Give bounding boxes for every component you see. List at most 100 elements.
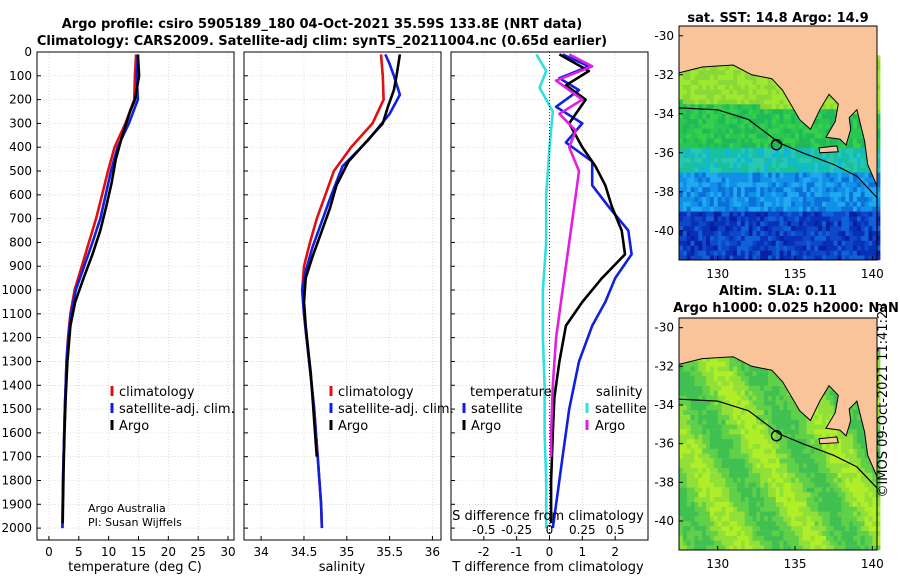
map-cell [679, 385, 684, 391]
map-cell [779, 530, 784, 536]
map-cell [706, 108, 711, 115]
map-cell [822, 496, 827, 502]
map-cell [872, 492, 877, 498]
map-cell [694, 511, 699, 517]
map-cell [709, 409, 715, 415]
map-cell [694, 414, 699, 420]
map-cell [682, 133, 688, 139]
map-cell [856, 487, 862, 493]
map-cell [764, 240, 769, 246]
map-cell [744, 390, 749, 396]
map-cell [709, 530, 715, 536]
map-cell [795, 409, 800, 415]
map-cell [729, 409, 734, 415]
map-cell [717, 147, 722, 154]
map-cell [876, 152, 881, 158]
map-cell [829, 405, 834, 411]
map-cell [682, 516, 688, 522]
map-cell [806, 516, 811, 522]
map-cell [822, 245, 827, 251]
map-cell [849, 118, 854, 124]
map-cell [713, 147, 718, 154]
map-cell [737, 424, 742, 430]
map-cell [829, 492, 834, 498]
map-cell [725, 128, 730, 134]
map-cell [740, 162, 746, 168]
map-cell [740, 516, 746, 522]
map-cell [829, 245, 834, 251]
map-cell [686, 74, 691, 80]
map-cell [775, 250, 780, 256]
map-cell [860, 453, 865, 459]
map-cell [737, 453, 742, 459]
map-cell [690, 400, 695, 406]
map-cell [679, 240, 684, 246]
map-cell [725, 492, 730, 498]
map-cell [706, 74, 711, 80]
map-cell [729, 172, 734, 178]
map-cell [709, 424, 715, 430]
map-cell [752, 206, 757, 212]
map-cell [856, 409, 862, 415]
map-cell [845, 453, 850, 459]
map-cell [876, 74, 881, 80]
credit-line-2: PI: Susan Wijffels [88, 516, 182, 529]
map-cell [837, 448, 842, 454]
map-cell [682, 429, 688, 435]
map-cell [868, 540, 873, 546]
map-cell [752, 390, 757, 396]
map-cell [876, 516, 881, 522]
map-cell [686, 182, 691, 188]
map-cell [833, 108, 838, 115]
map-cell [764, 448, 769, 454]
map-cell [783, 157, 788, 163]
map-cell [841, 211, 846, 217]
map-cell [767, 487, 773, 493]
map-cell [810, 434, 815, 440]
map-cell [702, 516, 707, 522]
map-cell [845, 545, 850, 551]
map-cell [748, 395, 753, 401]
map-cell [706, 521, 711, 527]
map-cell [771, 390, 776, 396]
map-cell [729, 235, 734, 241]
map-cell [833, 182, 838, 188]
map-cell [853, 128, 858, 134]
map-cell [748, 463, 753, 469]
legend-label: satellite [595, 402, 647, 417]
map-cell [845, 206, 850, 212]
map-cell [837, 162, 842, 168]
map-cell [853, 438, 858, 444]
map-cell [679, 196, 684, 202]
map-cell [853, 191, 858, 197]
map-cell [876, 376, 881, 382]
map-cell [740, 216, 746, 222]
map-cell [856, 525, 862, 531]
map-cell [698, 255, 703, 261]
map-cell [740, 482, 746, 488]
map-cell [748, 419, 753, 425]
map-cell [771, 196, 776, 202]
map-cell [737, 123, 742, 129]
map-cell [849, 434, 854, 440]
map-cell [806, 240, 811, 246]
x-axis-label: T difference from climatology [451, 560, 644, 575]
map-cell [853, 472, 858, 478]
map-cell [810, 172, 815, 178]
map-cell [713, 414, 718, 420]
map-cell [814, 152, 819, 158]
map-cell [775, 206, 780, 212]
map-cell [733, 458, 738, 464]
map-cell [740, 152, 746, 158]
map-cell [744, 143, 749, 149]
map-cell [682, 74, 688, 80]
map-cell [748, 380, 753, 386]
map-cell [822, 191, 827, 197]
map-cell [760, 216, 765, 222]
map-cell [706, 225, 711, 232]
map-cell [764, 424, 769, 430]
map-cell [698, 516, 703, 522]
map-cell [744, 434, 749, 440]
map-cell [740, 167, 746, 173]
map-cell [733, 65, 738, 71]
